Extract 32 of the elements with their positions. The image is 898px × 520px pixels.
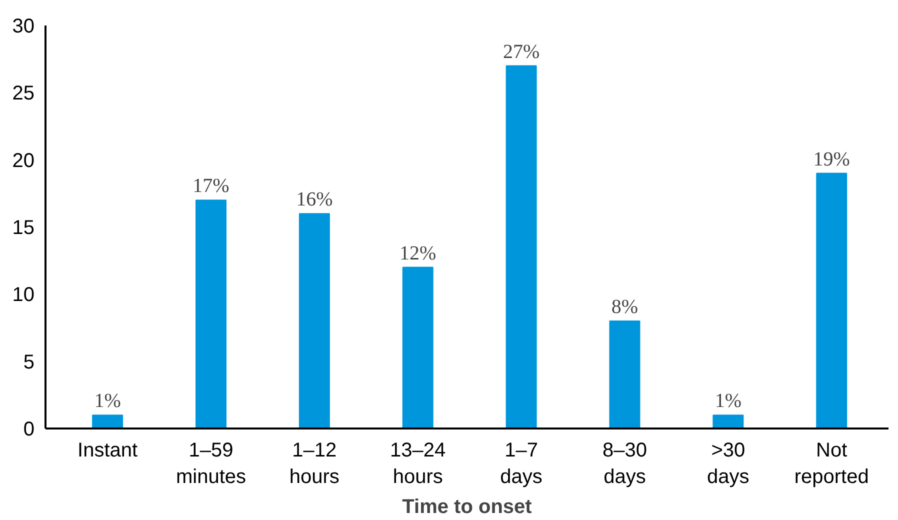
y-tick-label: 30 [12, 16, 35, 38]
data-label: 12% [400, 242, 436, 264]
data-label: 8% [611, 296, 638, 318]
x-tick-label: 1–7 days [500, 440, 542, 488]
y-tick-label: 10 [12, 284, 35, 306]
y-tick-label: 5 [23, 351, 34, 374]
x-tick-label: Not reported [794, 440, 869, 488]
x-tick-label: 1–12 hours [289, 440, 340, 488]
x-tick-label: Instant [78, 440, 138, 462]
x-tick-label: >30 days [707, 440, 750, 488]
bar [92, 414, 124, 428]
data-label: 1% [714, 390, 742, 412]
x-tick-label: 13–24 hours [390, 440, 446, 488]
y-tick-label: 0 [23, 418, 34, 440]
x-tick-label: 8–30 days [602, 440, 647, 488]
y-tick-label: 15 [12, 217, 35, 239]
bar [298, 213, 330, 428]
bar [609, 320, 640, 428]
data-label: 19% [813, 148, 850, 170]
data-label: 27% [502, 40, 540, 63]
x-axis-title: Time to onset [402, 496, 532, 518]
data-label: 17% [192, 175, 230, 198]
bar [506, 65, 537, 428]
bar [712, 414, 744, 428]
bar [816, 172, 848, 428]
bar [196, 200, 226, 428]
bar [402, 266, 434, 428]
y-tick-label: 20 [12, 150, 35, 172]
x-tick-label: 1–59 minutes [176, 440, 246, 488]
y-tick-label: 25 [12, 82, 35, 105]
data-label: 16% [296, 188, 333, 211]
data-label: 1% [94, 390, 121, 412]
